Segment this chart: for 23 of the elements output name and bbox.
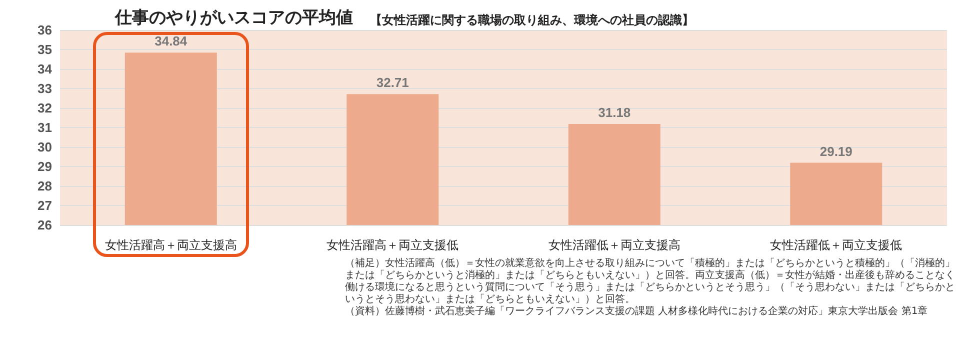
data-label: 29.19 [820,144,852,159]
y-tick-label: 36 [38,22,52,38]
y-tick-label: 31 [38,120,52,135]
y-tick-label: 34 [38,62,53,76]
data-label: 32.71 [376,75,409,90]
y-tick-label: 29 [38,159,52,174]
y-tick-label: 27 [38,198,52,213]
y-tick-label: 33 [38,81,52,96]
chart-title: 仕事のやりがいスコアの平均値 [114,8,353,27]
y-tick-label: 35 [38,42,52,57]
data-label: 31.18 [598,104,631,120]
y-tick-label: 26 [38,218,52,232]
y-tick-label: 28 [38,178,52,194]
data-label: 34.84 [154,34,188,49]
chart-subtitle: 【女性活躍に関する職場の取り組み、環境への社員の認識】 [370,13,694,27]
x-tick-label: 女性活躍低＋両立支援低 [770,238,902,252]
y-tick-label: 30 [38,140,52,154]
x-tick-label: 女性活躍高＋両立支援高 [104,238,237,252]
x-tick-label: 女性活躍高＋両立支援低 [326,238,459,252]
x-tick-label: 女性活躍低＋両立支援高 [548,238,680,252]
y-tick-label: 32 [38,100,52,116]
text: （資料）佐藤博樹・武石恵美子編「ワークライフバランス支援の課題 人材多様化時代における企業の対応」東京大学出版会 第1章 [345,306,929,318]
text: （補足）女性活躍高（低）＝女性の就業意欲を向上させる取り組みについて「積極的」または「どちらかというと積極的」（「消極的」または「どちらかというと消極的」または「どちらともいえない」）と回答。両立支援高（低）＝女性が結婚・出産後も辞めることなく働ける環境になると思うという質問について「そう思う」または「どちらかというとそう思う」（「そう思わない」または「どちらかというとそう思わない」または「どちらともいえない」）と回答。 [345,258,955,306]
